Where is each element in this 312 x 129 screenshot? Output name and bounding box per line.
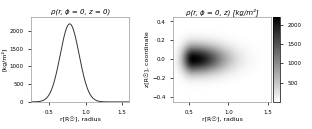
Title: ρ(r, ϕ = 0, z = 0): ρ(r, ϕ = 0, z = 0) (51, 9, 110, 15)
X-axis label: r[R☉], radius: r[R☉], radius (202, 117, 243, 122)
Title: ρ(r, ϕ = 0, z) [kg/m²]: ρ(r, ϕ = 0, z) [kg/m²] (186, 8, 259, 16)
Y-axis label: [kg/m²]: [kg/m²] (2, 48, 7, 71)
Y-axis label: z[R☉], coordinate: z[R☉], coordinate (145, 31, 150, 87)
X-axis label: r[R☉], radius: r[R☉], radius (60, 117, 101, 122)
